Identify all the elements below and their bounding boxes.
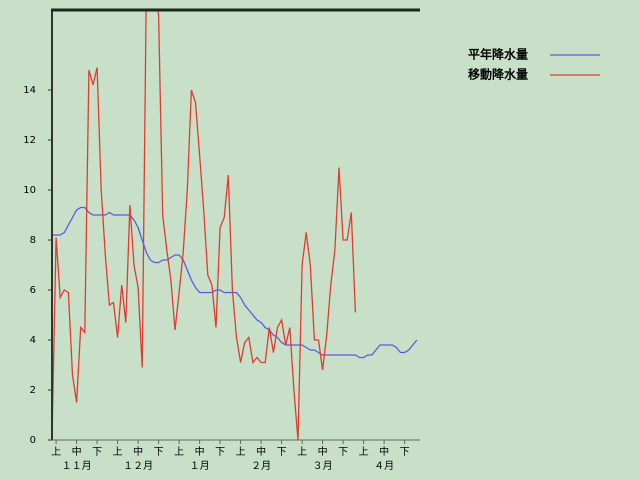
x-tick-label: 上 xyxy=(174,446,184,458)
x-tick-label: 上 xyxy=(236,446,246,458)
x-tick-label: 下 xyxy=(154,447,164,458)
month-label: １１月 xyxy=(62,460,92,472)
x-tick-label: 下 xyxy=(400,447,410,458)
y-tick-label: 10 xyxy=(23,185,36,196)
x-tick-label: 上 xyxy=(113,446,123,458)
y-tick-label: 12 xyxy=(23,135,36,146)
x-tick-label: 下 xyxy=(277,447,287,458)
legend-label: 平年降水量 xyxy=(468,47,528,62)
x-tick-label: 上 xyxy=(359,446,369,458)
x-tick-label: 上 xyxy=(51,446,61,458)
x-tick-label: 中 xyxy=(318,445,328,458)
y-tick-label: 0 xyxy=(30,435,36,446)
month-label: ４月 xyxy=(374,460,394,472)
y-tick-label: 6 xyxy=(30,285,36,296)
x-tick-label: 下 xyxy=(215,447,225,458)
x-tick-label: 中 xyxy=(72,445,82,458)
month-label: １月 xyxy=(190,460,210,472)
month-label: １２月 xyxy=(123,460,153,472)
y-tick-label: 2 xyxy=(30,385,36,396)
x-tick-label: 中 xyxy=(133,445,143,458)
month-label: ２月 xyxy=(251,460,271,472)
x-tick-label: 中 xyxy=(195,445,205,458)
x-tick-label: 中 xyxy=(256,445,266,458)
y-tick-label: 14 xyxy=(23,85,36,96)
x-tick-label: 下 xyxy=(92,447,102,458)
y-tick-label: 4 xyxy=(30,335,36,346)
series-line xyxy=(52,206,418,359)
series-line xyxy=(52,10,357,440)
y-tick-label: 8 xyxy=(30,235,36,246)
legend-label: 移動降水量 xyxy=(468,67,528,82)
month-label: ３月 xyxy=(313,460,333,472)
x-tick-label: 下 xyxy=(338,447,348,458)
x-tick-label: 上 xyxy=(297,446,307,458)
x-tick-label: 中 xyxy=(379,445,389,458)
